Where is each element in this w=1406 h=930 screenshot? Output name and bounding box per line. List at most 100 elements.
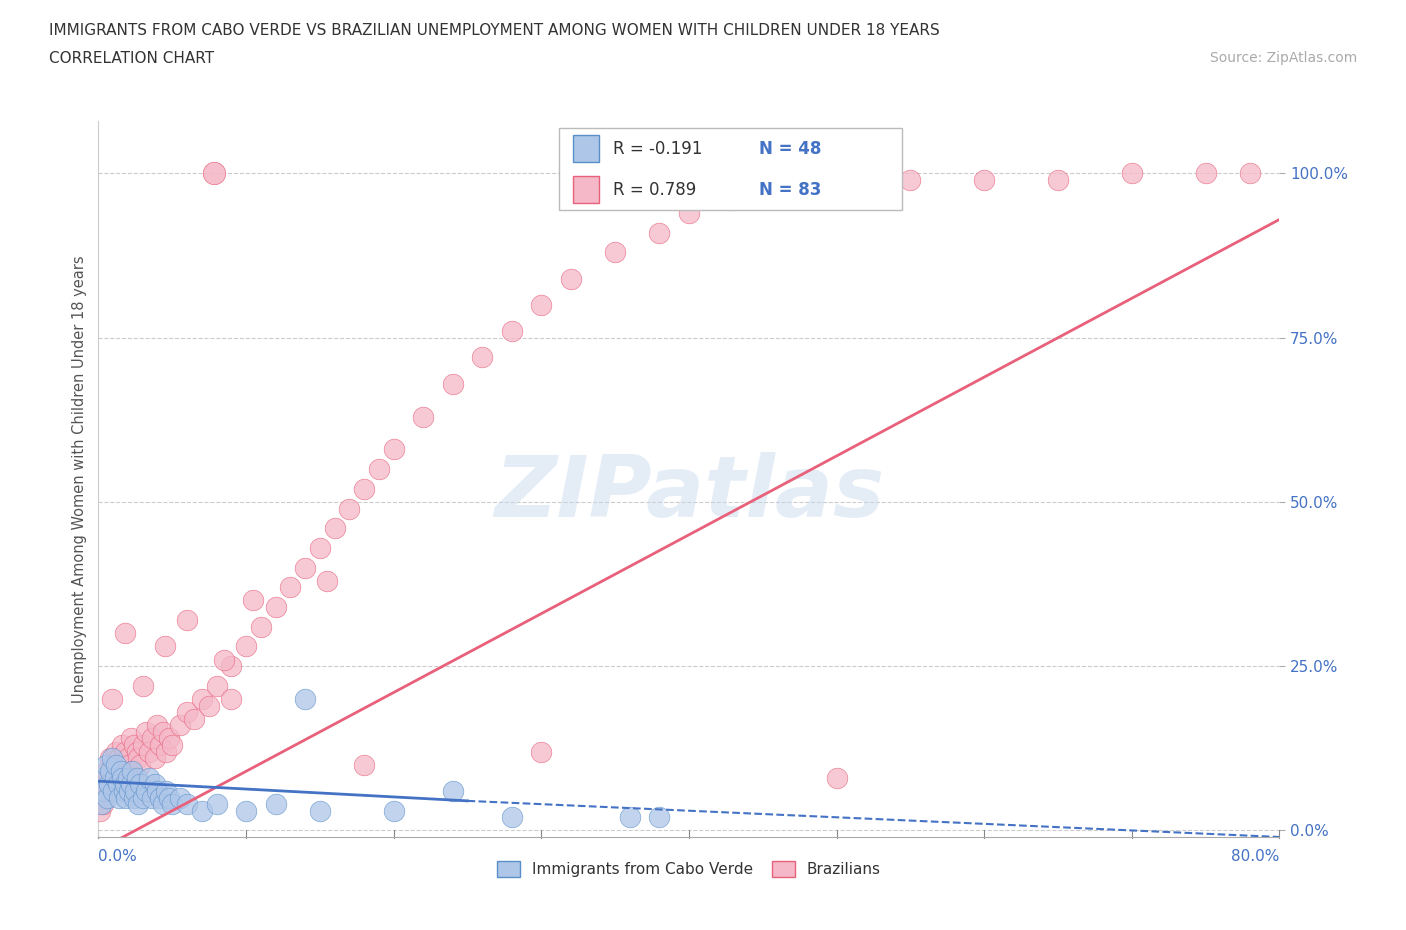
Point <box>169 718 191 733</box>
Point <box>339 501 361 516</box>
Point <box>103 784 125 799</box>
Point <box>107 770 129 785</box>
Text: 0.0%: 0.0% <box>98 849 138 864</box>
Point <box>198 698 221 713</box>
Point <box>135 724 157 739</box>
Point <box>176 797 198 812</box>
Point <box>825 770 848 785</box>
Point <box>110 764 132 778</box>
Point <box>135 784 157 799</box>
Point <box>112 784 135 799</box>
Point <box>120 731 142 746</box>
Point <box>723 193 745 207</box>
Point <box>105 757 128 772</box>
Point <box>678 206 700 220</box>
Point <box>1195 166 1218 181</box>
Point <box>1121 166 1143 181</box>
Point <box>191 692 214 707</box>
Point <box>138 744 160 759</box>
Point <box>121 764 143 778</box>
Point <box>205 679 228 694</box>
Point <box>120 777 142 791</box>
Point <box>530 298 553 312</box>
Point <box>191 804 214 818</box>
Point <box>264 797 287 812</box>
Point <box>501 810 523 825</box>
Point <box>105 744 128 759</box>
Point <box>162 797 183 812</box>
Point <box>111 770 134 785</box>
Point <box>309 804 332 818</box>
Point <box>648 810 671 825</box>
Point <box>121 764 143 778</box>
Point <box>94 757 117 772</box>
Point <box>176 705 198 720</box>
Point <box>104 764 127 778</box>
Point <box>110 757 132 772</box>
Point <box>111 737 134 752</box>
Point <box>155 784 177 799</box>
Point <box>441 784 464 799</box>
Point <box>94 784 117 799</box>
Y-axis label: Unemployment Among Women with Children Under 18 years: Unemployment Among Women with Children U… <box>72 255 87 703</box>
Point <box>149 737 172 752</box>
Point <box>138 770 160 785</box>
Point <box>900 173 922 188</box>
Point <box>96 764 118 778</box>
Point <box>155 744 177 759</box>
Point <box>412 409 434 424</box>
Point <box>530 744 553 759</box>
Point <box>368 461 391 476</box>
Bar <box>574 135 599 163</box>
Point <box>153 639 176 654</box>
Point <box>100 777 122 791</box>
Point <box>117 751 139 765</box>
Point <box>382 442 405 457</box>
Point <box>316 573 339 588</box>
Text: ZIPatlas: ZIPatlas <box>494 452 884 535</box>
Point <box>169 790 191 805</box>
Point <box>97 777 120 791</box>
Point <box>323 521 346 536</box>
Point <box>648 225 671 240</box>
Point <box>280 580 302 595</box>
Point <box>124 784 146 799</box>
Text: R = 0.789: R = 0.789 <box>613 180 696 199</box>
Point <box>619 810 641 825</box>
Point <box>93 784 115 799</box>
Point <box>766 186 789 201</box>
Point <box>103 757 125 772</box>
Point <box>183 711 205 726</box>
Point <box>294 692 316 707</box>
Point <box>93 777 115 791</box>
Point <box>98 764 121 778</box>
Point <box>125 770 148 785</box>
Point <box>114 744 136 759</box>
Point <box>1046 173 1070 188</box>
Point <box>152 724 174 739</box>
Point <box>128 777 150 791</box>
Point <box>112 764 135 778</box>
Point <box>128 757 150 772</box>
Point <box>264 600 287 615</box>
Point <box>118 757 141 772</box>
Point <box>125 744 148 759</box>
Text: CORRELATION CHART: CORRELATION CHART <box>49 51 214 66</box>
Bar <box>574 176 599 204</box>
Point <box>127 797 149 812</box>
Point <box>157 731 180 746</box>
Point <box>149 790 172 805</box>
Point <box>141 790 163 805</box>
Point <box>90 790 112 805</box>
Point <box>122 790 145 805</box>
Point <box>309 540 332 555</box>
Point <box>100 751 122 765</box>
Point <box>353 757 375 772</box>
Text: N = 48: N = 48 <box>759 140 821 158</box>
Point <box>118 784 141 799</box>
Point <box>141 731 163 746</box>
FancyBboxPatch shape <box>560 128 901 210</box>
Point <box>441 377 464 392</box>
Text: N = 83: N = 83 <box>759 180 821 199</box>
Point <box>115 770 138 785</box>
